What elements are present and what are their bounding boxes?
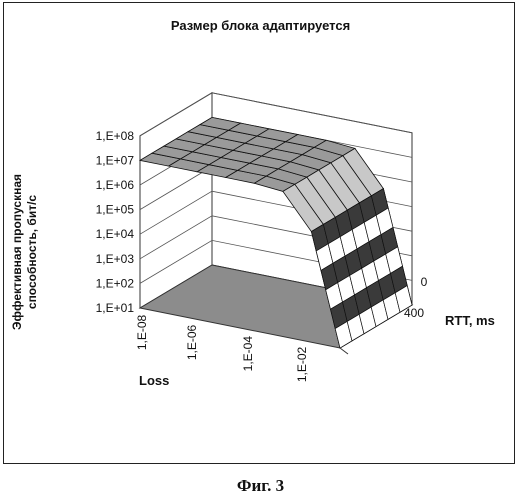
z-axis-label: Эффективная пропускная способность, бит/… — [10, 152, 70, 352]
x-tick-label: 1,E-08 — [135, 314, 149, 350]
z-tick-label: 1,E+04 — [96, 227, 135, 241]
z-tick-label: 1,E+05 — [96, 203, 135, 217]
x-tick-label: 1,E-02 — [295, 346, 309, 382]
z-axis-label-wrap: Эффективная пропускная способность, бит/… — [10, 162, 70, 362]
figure-caption: Фиг. 3 — [0, 476, 521, 496]
z-tick-label: 1,E+07 — [96, 153, 135, 167]
x-axis-label: Loss — [139, 373, 169, 388]
axis-corner — [340, 348, 348, 354]
z-tick-label: 1,E+02 — [96, 276, 135, 290]
z-tick-label: 1,E+03 — [96, 252, 135, 266]
y-tick-label: 400 — [404, 306, 424, 320]
chart-title: Размер блока адаптируется — [0, 18, 521, 33]
x-tick-label: 1,E-04 — [241, 336, 255, 372]
x-tick-label: 1,E-06 — [185, 324, 199, 360]
y-axis-label: RTT, ms — [445, 313, 495, 328]
z-tick-label: 1,E+06 — [96, 178, 135, 192]
y-tick-label: 0 — [421, 275, 428, 289]
z-tick-label: 1,E+08 — [96, 129, 135, 143]
z-tick-label: 1,E+01 — [96, 301, 135, 315]
